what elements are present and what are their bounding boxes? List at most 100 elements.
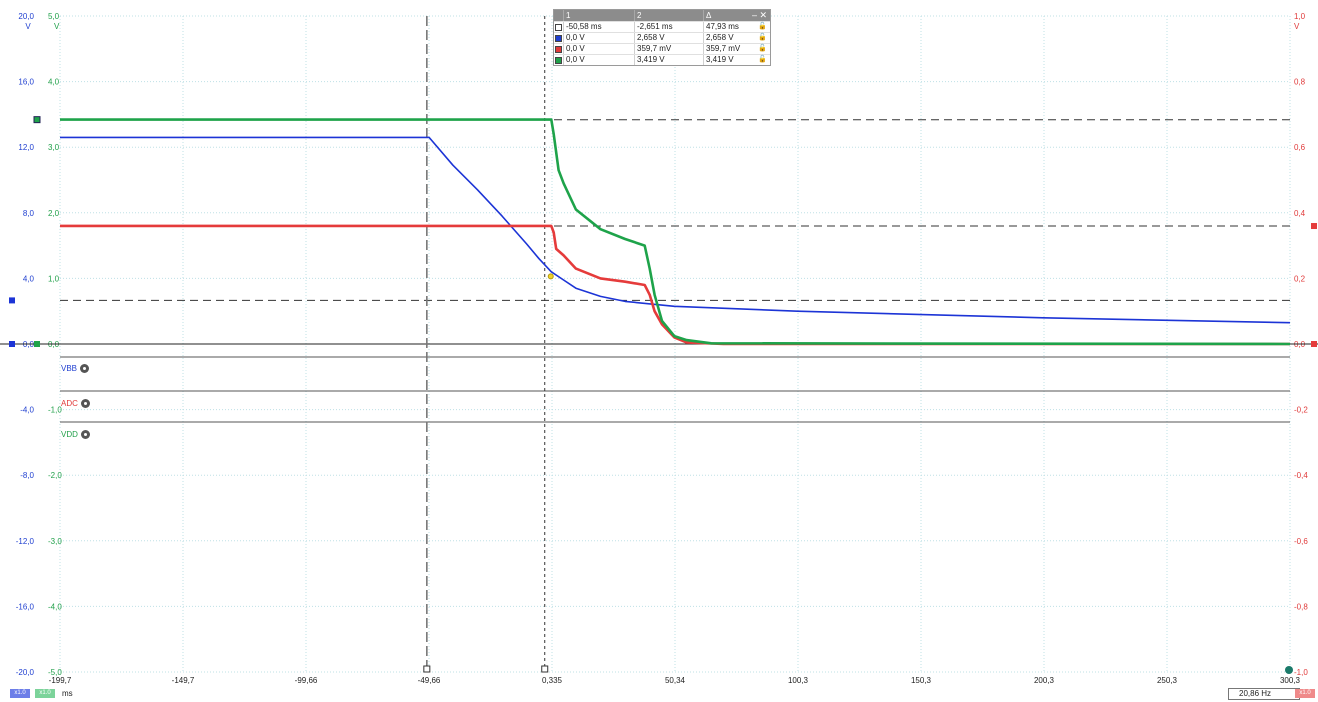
y-tick-label-mid: -4,0	[48, 602, 62, 611]
y-unit-right: V	[1294, 22, 1300, 31]
y-tick-label-right: -0,2	[1294, 406, 1308, 415]
y-unit-left: V	[25, 22, 31, 31]
y-tick-label-right: 1,0	[1294, 12, 1306, 21]
markers[interactable]	[9, 116, 1317, 674]
y-tick-label-right: -0,8	[1294, 602, 1308, 611]
y-tick-label-right: 0,8	[1294, 78, 1306, 87]
y-tick-label-right: 0,2	[1294, 274, 1306, 283]
cursor-value-c3: 47,93 ms 🔓	[703, 22, 770, 32]
x-tick-label: -49,66	[418, 676, 441, 685]
header-cursor-1: 1	[563, 10, 634, 21]
trigger-marker[interactable]	[1285, 666, 1293, 674]
y-tick-label-left: -16,0	[16, 602, 35, 611]
header-spacer	[554, 10, 563, 21]
row-swatch-cell	[554, 44, 563, 54]
y-tick-label-mid: -2,0	[48, 471, 62, 480]
y-tick-label-left: -8,0	[20, 471, 34, 480]
cursor-table-row[interactable]: 0,0 V 3,419 V 3,419 V 🔓	[554, 54, 770, 65]
cursor-table-row[interactable]: -50,58 ms -2,651 ms 47,93 ms 🔓	[554, 21, 770, 32]
y-tick-label-left: 12,0	[18, 143, 34, 152]
close-icon[interactable]: – ✕	[751, 10, 767, 20]
y-tick-label-right: 0,4	[1294, 209, 1306, 218]
channel-name: ADC	[61, 399, 78, 408]
cursor-value-c1: 0,0 V	[563, 55, 634, 65]
axes: -199,7 -149,7 -99,66 -49,66 0,335 50,34 100,3 1…	[0, 12, 1318, 685]
x-tick-label: -149,7	[172, 676, 195, 685]
cursor-table-row[interactable]: 0,0 V 359,7 mV 359,7 mV 🔓	[554, 43, 770, 54]
x-tick-label: 50,34	[665, 676, 686, 685]
cursor-table-header[interactable]: 1 2 Δ – ✕	[554, 10, 770, 21]
reference-lines	[60, 16, 1290, 672]
vbb-zero-marker[interactable]	[9, 341, 15, 347]
cursor-value-c1: 0,0 V	[563, 44, 634, 54]
header-cursor-2: 2	[634, 10, 703, 21]
x-tick-label: 0,335	[542, 676, 563, 685]
channel-label-vdd[interactable]: VDD	[61, 430, 90, 439]
trace-vdd	[60, 118, 1291, 346]
cursor-table-row[interactable]: 0,0 V 2,658 V 2,658 V 🔓	[554, 32, 770, 43]
time-unit: ms	[62, 689, 73, 698]
x-tick-label: -199,7	[49, 676, 72, 685]
cursor-value-c1: -50,58 ms	[563, 22, 634, 32]
y-tick-label-mid: 1,0	[48, 274, 60, 283]
vbb-level-marker[interactable]	[9, 297, 15, 304]
vertical-cursor-handle[interactable]	[423, 665, 431, 673]
trace-vbb	[60, 136, 1291, 324]
frequency-value: 20,86 Hz	[1239, 689, 1272, 698]
y-tick-label-mid: -1,0	[48, 406, 62, 415]
gear-icon[interactable]	[80, 430, 90, 439]
channel-swatch-icon	[555, 45, 562, 53]
y-tick-label-left: 20,0	[18, 12, 34, 21]
y-tick-label-left: 4,0	[23, 274, 35, 283]
adc-level-marker[interactable]	[1311, 223, 1317, 230]
y-tick-label-mid: 2,0	[48, 209, 60, 218]
channel-swatch-icon	[555, 23, 562, 31]
y-tick-label-mid: 4,0	[48, 78, 60, 87]
channel-label-vbb[interactable]: VBB	[61, 364, 90, 373]
cursor-value-c3: 3,419 V 🔓	[703, 55, 770, 65]
lock-icon[interactable]: 🔓	[758, 45, 767, 52]
y-unit-mid: V	[54, 22, 60, 31]
y-tick-label-mid: -5,0	[48, 668, 62, 677]
vdd-level-marker[interactable]	[33, 116, 41, 124]
badge-blue[interactable]: x1.0	[10, 689, 30, 698]
vdd-zero-marker[interactable]	[34, 341, 40, 347]
channel-label-adc[interactable]: ADC	[61, 399, 90, 408]
cursor-value-c3: 359,7 mV 🔓	[703, 44, 770, 54]
x-tick-label: 100,3	[788, 676, 809, 685]
traces	[60, 118, 1291, 346]
lock-icon[interactable]: 🔓	[758, 56, 767, 63]
header-delta: Δ – ✕	[703, 10, 770, 21]
cursor-value-c2: -2,651 ms	[634, 22, 703, 32]
y-tick-label-right: -0,6	[1294, 537, 1308, 546]
badge-green[interactable]: x1.0	[35, 689, 55, 698]
lock-icon[interactable]: 🔓	[758, 23, 767, 30]
row-swatch-cell	[554, 22, 563, 32]
cursor-value-c3: 2,658 V 🔓	[703, 33, 770, 43]
y-tick-label-left: 16,0	[18, 78, 34, 87]
y-tick-label-right: -1,0	[1294, 668, 1308, 677]
x-tick-label: 250,3	[1157, 676, 1178, 685]
header-delta-label: Δ	[706, 11, 712, 20]
cursor-value-c2: 3,419 V	[634, 55, 703, 65]
trace-adc	[60, 224, 1290, 346]
row-swatch-cell	[554, 55, 563, 65]
lock-icon[interactable]: 🔓	[758, 34, 767, 41]
adc-zero-marker[interactable]	[1311, 341, 1317, 347]
cursor-measurement-table[interactable]: 1 2 Δ – ✕ -50,58 ms -2,651 ms 47,93 ms 🔓 0,0 …	[553, 9, 771, 66]
x-tick-label: 300,3	[1280, 676, 1301, 685]
y-tick-label-mid: -3,0	[48, 537, 62, 546]
y-tick-label-left: -20,0	[16, 668, 35, 677]
gear-icon[interactable]	[80, 364, 90, 373]
y-tick-label-right: -0,4	[1294, 471, 1308, 480]
gear-icon[interactable]	[80, 399, 90, 408]
cursor-value-c1: 0,0 V	[563, 33, 634, 43]
y-tick-label-left: -4,0	[20, 406, 34, 415]
row-swatch-cell	[554, 33, 563, 43]
badge-red[interactable]: x1.0	[1295, 689, 1315, 698]
vertical-cursor-handle[interactable]	[541, 665, 549, 673]
y-tick-label-left: -12,0	[16, 537, 35, 546]
cursor-value-c2: 2,658 V	[634, 33, 703, 43]
frequency-readout[interactable]: 20,86 Hz	[1228, 688, 1300, 700]
